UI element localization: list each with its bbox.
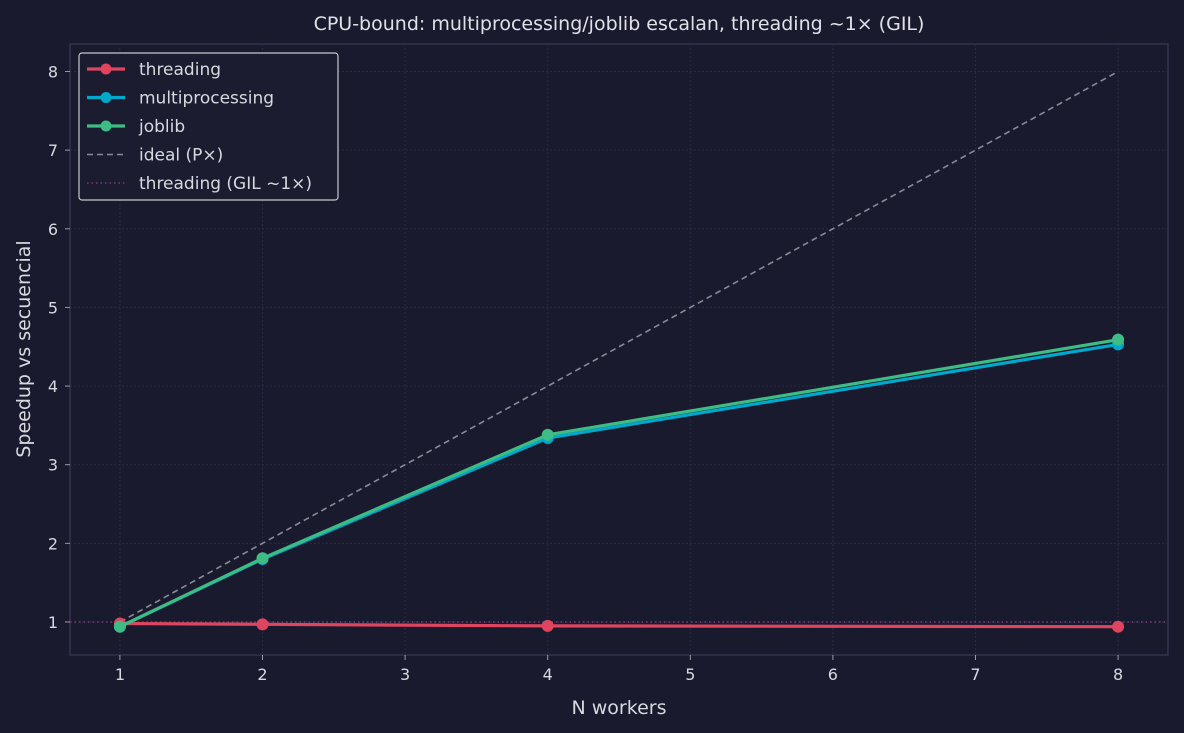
legend-label-multiprocessing: multiprocessing xyxy=(139,89,274,109)
data-point-joblib xyxy=(541,428,554,441)
legend-marker-joblib xyxy=(100,120,112,132)
x-tick-label: 1 xyxy=(115,665,125,684)
data-point-threading xyxy=(1112,620,1125,633)
x-tick-label: 2 xyxy=(257,665,267,684)
y-tick-label: 4 xyxy=(48,377,58,396)
y-tick-label: 1 xyxy=(48,613,58,632)
x-tick-label: 5 xyxy=(685,665,695,684)
y-tick-label: 3 xyxy=(48,456,58,475)
y-tick-label: 2 xyxy=(48,534,58,553)
legend-label-ideal-p: ideal (P×) xyxy=(139,146,223,166)
x-tick-label: 6 xyxy=(828,665,838,684)
x-tick-label: 8 xyxy=(1113,665,1123,684)
series-line-ideal-p xyxy=(119,70,1119,623)
y-axis-label: Speedup vs secuencial xyxy=(13,240,35,457)
data-point-threading xyxy=(541,619,554,632)
data-point-joblib xyxy=(1112,333,1125,346)
y-tick-label: 6 xyxy=(48,220,58,239)
legend-marker-threading xyxy=(100,63,112,75)
data-point-threading xyxy=(256,618,269,631)
series-line-joblib xyxy=(119,338,1119,629)
x-tick-label: 3 xyxy=(400,665,410,684)
legend-label-threading-gil-1: threading (GIL ~1×) xyxy=(139,174,312,194)
y-tick-label: 7 xyxy=(48,141,58,160)
y-tick-label: 5 xyxy=(48,298,58,317)
legend-marker-multiprocessing xyxy=(100,92,112,103)
legend: threading multiprocessing joblib ideal (P×)… xyxy=(78,52,339,201)
legend-label-threading: threading xyxy=(139,60,221,80)
legend-box xyxy=(78,52,339,201)
data-point-joblib xyxy=(113,620,126,633)
y-tick-label: 8 xyxy=(48,63,58,82)
chart-title: CPU-bound: multiprocessing/joblib escala… xyxy=(314,13,925,35)
series-line-threading xyxy=(119,621,1119,629)
series-group xyxy=(113,70,1125,633)
data-point-joblib xyxy=(256,552,269,565)
x-axis-label: N workers xyxy=(572,697,667,719)
ticks: 1 2 3 4 5 6 7 8 1 2 3 4 5 6 7 8 xyxy=(48,63,1123,684)
legend-label-joblib: joblib xyxy=(138,117,185,137)
x-tick-label: 4 xyxy=(543,665,553,684)
x-tick-label: 7 xyxy=(970,665,980,684)
